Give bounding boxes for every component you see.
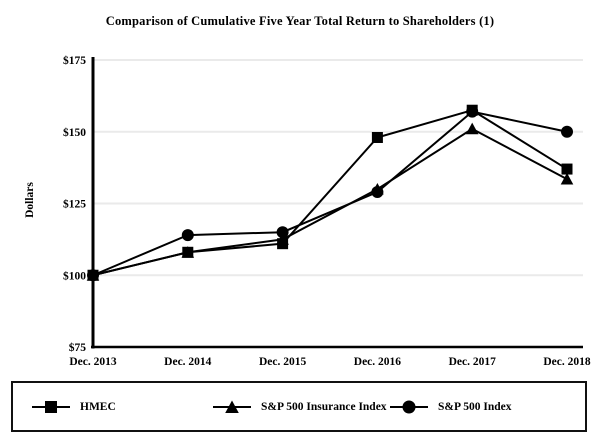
- x-axis-label: Dec. 2017: [449, 356, 497, 368]
- circle-marker-icon: [390, 400, 428, 413]
- y-tick-label: $75: [69, 341, 87, 354]
- square-data-marker: [561, 163, 573, 175]
- y-tick-label: $175: [63, 54, 86, 67]
- square-data-marker: [371, 131, 383, 143]
- circle-data-marker: [371, 186, 384, 199]
- chart-title: Comparison of Cumulative Five Year Total…: [105, 14, 495, 28]
- series-line-circle: [92, 110, 568, 277]
- x-axis-label: Dec. 2014: [164, 356, 212, 368]
- circle-data-marker: [181, 229, 194, 242]
- legend-item-sp500-insurance: S&P 500 Insurance Index: [213, 400, 387, 414]
- square-data-marker: [277, 238, 289, 250]
- x-axis-label: Dec. 2013: [69, 356, 117, 368]
- triangle-data-marker: [465, 122, 479, 135]
- y-tick-label: $100: [63, 269, 86, 282]
- square-marker-icon: [32, 400, 70, 413]
- legend-item-hmec: HMEC: [32, 400, 116, 414]
- legend-label-sp500-insurance: S&P 500 Insurance Index: [261, 400, 387, 413]
- legend-item-sp500-index: S&P 500 Index: [390, 400, 512, 414]
- y-tick-label: $150: [63, 126, 86, 139]
- square-data-marker: [466, 104, 478, 116]
- circle-data-marker: [276, 226, 289, 239]
- series-line-square: [92, 109, 568, 277]
- chart-plot-area: $75 $100 $125 $150 $175 Dec. 2013 Dec. 2014 Dec…: [63, 54, 591, 368]
- legend-label-hmec: HMEC: [80, 400, 116, 413]
- x-axis-label: Dec. 2016: [354, 356, 402, 368]
- x-axis-label: Dec. 2018: [543, 356, 591, 368]
- chart-legend: HMEC S&P 500 Insurance Index S&P 500 Ind…: [11, 381, 587, 432]
- series-line-triangle: [92, 127, 568, 277]
- circle-data-marker: [561, 125, 573, 138]
- triangle-data-marker: [560, 172, 574, 185]
- y-tick-label: $125: [63, 198, 86, 211]
- x-axis-label: Dec. 2015: [259, 356, 307, 368]
- square-data-marker: [182, 246, 194, 258]
- legend-label-sp500-index: S&P 500 Index: [438, 400, 512, 413]
- square-data-marker: [87, 269, 99, 281]
- triangle-marker-icon: [213, 400, 251, 413]
